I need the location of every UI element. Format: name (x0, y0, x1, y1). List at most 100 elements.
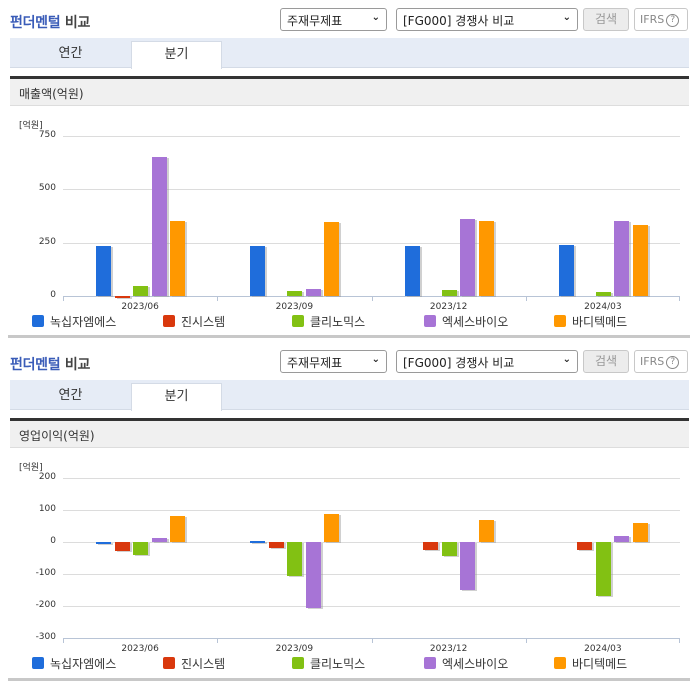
legend-label: 바디텍메드 (572, 657, 628, 671)
x-tick (217, 296, 219, 301)
x-tick (63, 296, 64, 301)
period-tabs: 연간 분기 (10, 380, 689, 411)
ifrs-help-button[interactable]: IFRS? (634, 8, 688, 31)
bar-2023-06-2[interactable] (133, 542, 148, 555)
tab-quarterly[interactable]: 분기 (131, 41, 222, 69)
x-tick-label: 2023/12 (429, 302, 468, 312)
search-button[interactable]: 검색 (583, 8, 629, 31)
panel-header: 펀더멘털 비교 주재무제표 ⌄ [FG000] 경쟁사 비교 ⌄ 검색 IFRS? (0, 0, 696, 38)
bar-2023-06-1[interactable] (114, 542, 130, 551)
gridline (63, 189, 680, 191)
legend-swatch-icon (163, 315, 175, 327)
bar-2023-09-3[interactable] (305, 288, 321, 296)
bar-2023-06-3[interactable] (151, 538, 167, 542)
bar-2024-03-0[interactable] (558, 245, 574, 296)
legend-item[interactable]: 엑세스바이오 (424, 313, 508, 330)
bar-2023-06-2[interactable] (133, 285, 148, 296)
y-tick-label: 0 (50, 290, 56, 300)
bar-2024-03-2[interactable] (595, 291, 611, 296)
x-tick-label: 2023/12 (429, 644, 468, 654)
legend-swatch-icon (554, 315, 566, 327)
bar-2023-06-0[interactable] (96, 542, 111, 544)
legend-item[interactable]: 바디텍메드 (554, 655, 627, 672)
statement-select[interactable]: 주재무제표 ⌄ (280, 350, 387, 373)
legend-swatch-icon (163, 657, 175, 669)
bar-2024-03-4[interactable] (632, 522, 648, 542)
chevron-down-icon: ⌄ (562, 12, 571, 23)
bar-2023-06-3[interactable] (151, 157, 167, 296)
legend-swatch-icon (292, 657, 304, 669)
x-tick (525, 296, 527, 301)
legend-item[interactable]: 진시스템 (163, 655, 225, 672)
tab-annual[interactable]: 연간 (58, 46, 83, 61)
fundamental-panel-2: 펀더멘털 비교 주재무제표 ⌄ [FG000] 경쟁사 비교 ⌄ 검색 IFRS? … (0, 342, 696, 448)
help-icon: ? (666, 13, 680, 27)
bar-2023-12-3[interactable] (460, 218, 475, 296)
legend-item[interactable]: 클리노믹스 (292, 313, 365, 330)
bar-2023-12-4[interactable] (478, 520, 494, 542)
help-icon: ? (666, 355, 680, 369)
bar-2023-12-3[interactable] (460, 542, 475, 590)
y-axis-unit: [억원] (19, 121, 43, 131)
x-tick-label: 2023/09 (275, 644, 314, 654)
gridline (63, 242, 680, 244)
bar-2023-09-0[interactable] (250, 540, 266, 543)
bar-2023-09-4[interactable] (324, 514, 340, 542)
gridline (63, 542, 680, 543)
chevron-down-icon: ⌄ (371, 354, 380, 365)
legend-item[interactable]: 엑세스바이오 (424, 655, 508, 672)
legend-label: 녹십자엠에스 (50, 657, 117, 671)
x-tick-label: 2024/03 (584, 644, 622, 654)
y-tick-label: 500 (38, 183, 56, 194)
search-button[interactable]: 검색 (583, 350, 629, 373)
bar-2023-06-4[interactable] (170, 220, 185, 296)
legend-label: 바디텍메드 (572, 315, 628, 329)
bar-2023-12-2[interactable] (441, 542, 457, 557)
bar-2023-06-0[interactable] (96, 246, 111, 296)
legend-item[interactable]: 바디텍메드 (554, 313, 627, 330)
y-tick-label: 200 (38, 472, 56, 482)
chevron-down-icon: ⌄ (562, 354, 571, 365)
bar-2024-03-2[interactable] (595, 542, 611, 597)
bar-2024-03-1[interactable] (577, 542, 593, 550)
x-tick (679, 296, 680, 301)
compare-select[interactable]: [FG000] 경쟁사 비교 ⌄ (396, 350, 578, 373)
bar-2024-03-4[interactable] (632, 224, 648, 296)
legend-item[interactable]: 클리노믹스 (292, 655, 365, 672)
tab-annual[interactable]: 연간 (58, 388, 83, 403)
gridline (63, 478, 680, 479)
bar-2023-09-1[interactable] (268, 542, 284, 548)
bar-2023-12-0[interactable] (404, 246, 420, 296)
chart-legend: 녹십자엠에스 진시스템 클리노믹스 엑세스바이오 바디텍메드 (0, 655, 696, 671)
legend-label: 진시스템 (181, 315, 226, 329)
bar-2023-09-2[interactable] (287, 542, 303, 576)
bar-2023-12-1[interactable] (423, 542, 438, 550)
tab-quarterly[interactable]: 분기 (131, 383, 222, 411)
legend-item[interactable]: 녹십자엠에스 (32, 655, 116, 672)
bar-2023-06-1[interactable] (114, 295, 130, 298)
chevron-down-icon: ⌄ (371, 12, 380, 23)
bar-2024-03-3[interactable] (614, 535, 630, 542)
x-tick (371, 296, 373, 301)
y-axis-unit: [억원] (19, 463, 43, 473)
ifrs-help-button[interactable]: IFRS? (634, 350, 688, 373)
x-tick-label: 2023/06 (121, 302, 159, 312)
legend-item[interactable]: 녹십자엠에스 (32, 313, 116, 330)
section-header: 영업이익(억원) (10, 418, 689, 448)
chart-legend: 녹십자엠에스 진시스템 클리노믹스 엑세스바이오 바디텍메드 (0, 313, 696, 329)
statement-select[interactable]: 주재무제표 ⌄ (280, 8, 387, 31)
panel-header: 펀더멘털 비교 주재무제표 ⌄ [FG000] 경쟁사 비교 ⌄ 검색 IFRS? (0, 342, 696, 380)
bar-2024-03-3[interactable] (614, 220, 630, 296)
bar-2023-12-4[interactable] (478, 220, 494, 296)
y-tick-label: -100 (35, 568, 56, 578)
bar-2023-12-2[interactable] (441, 290, 457, 296)
bar-2023-06-4[interactable] (170, 516, 185, 542)
compare-select[interactable]: [FG000] 경쟁사 비교 ⌄ (396, 8, 578, 31)
legend-item[interactable]: 진시스템 (163, 313, 225, 330)
bar-2023-09-4[interactable] (324, 221, 340, 296)
bar-2023-09-0[interactable] (250, 246, 266, 296)
bar-2023-09-3[interactable] (305, 542, 321, 608)
legend-label: 녹십자엠에스 (50, 315, 117, 329)
bar-2023-09-2[interactable] (287, 291, 303, 296)
panel-title: 펀더멘털 비교 (10, 15, 91, 31)
